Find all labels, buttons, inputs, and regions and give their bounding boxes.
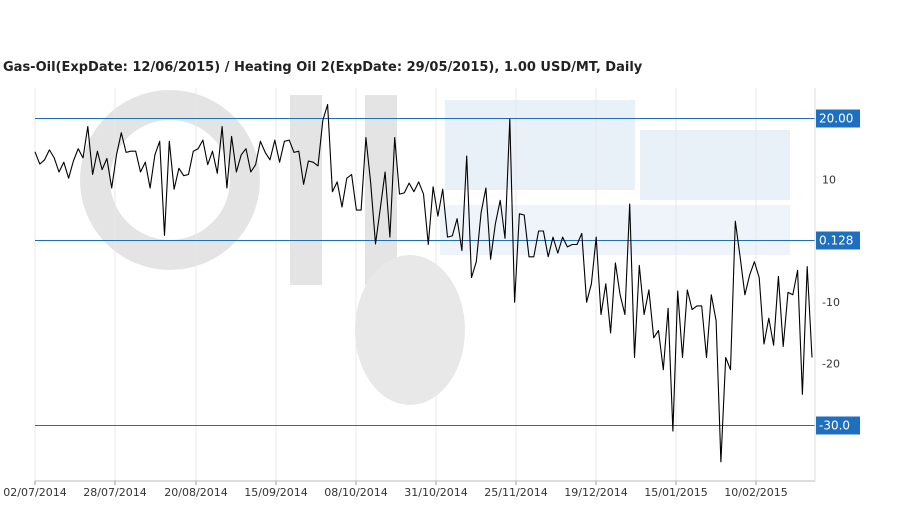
watermark-shape — [445, 100, 635, 190]
watermark-shape — [290, 95, 322, 285]
x-tick-label: 28/07/2014 — [83, 486, 146, 499]
y-tick-label: 10 — [822, 173, 836, 186]
x-tick-label: 31/10/2014 — [404, 486, 467, 499]
x-tick-label: 19/12/2014 — [564, 486, 627, 499]
reference-badge-label: -30.0 — [819, 419, 850, 433]
grid-lines — [34, 88, 757, 481]
watermark-shape — [80, 90, 260, 270]
series-line — [34, 103, 813, 463]
watermark-shape — [355, 255, 465, 405]
x-tick-label: 25/11/2014 — [484, 486, 547, 499]
reference-badge — [816, 109, 860, 128]
reference-badge — [816, 416, 860, 435]
reference-badge-label: 0.128 — [819, 234, 853, 248]
watermark-shape — [640, 130, 790, 200]
x-tick-label: 02/07/2014 — [3, 486, 66, 499]
x-tick-label: 15/09/2014 — [244, 486, 307, 499]
reference-badge-label: 20.00 — [819, 112, 853, 126]
chart-title: Gas-Oil(ExpDate: 12/06/2015) / Heating O… — [3, 60, 643, 75]
x-tick-label: 10/02/2015 — [724, 486, 787, 499]
reference-badge — [816, 231, 860, 250]
x-tick-label: 15/01/2015 — [644, 486, 707, 499]
y-tick-label: -20 — [822, 358, 840, 371]
y-tick-label: -10 — [822, 296, 840, 309]
watermark-shape — [440, 205, 790, 255]
axes: 02/07/2014 28/07/2014 20/08/2014 15/09/2014… — [3, 88, 840, 499]
x-tick-label: 20/08/2014 — [164, 486, 227, 499]
watermark-logo — [80, 90, 790, 405]
x-tick-label: 08/10/2014 — [324, 486, 387, 499]
reference-lines: 20.00 0.128 -30.0 — [35, 109, 860, 435]
series-layer — [34, 103, 813, 463]
